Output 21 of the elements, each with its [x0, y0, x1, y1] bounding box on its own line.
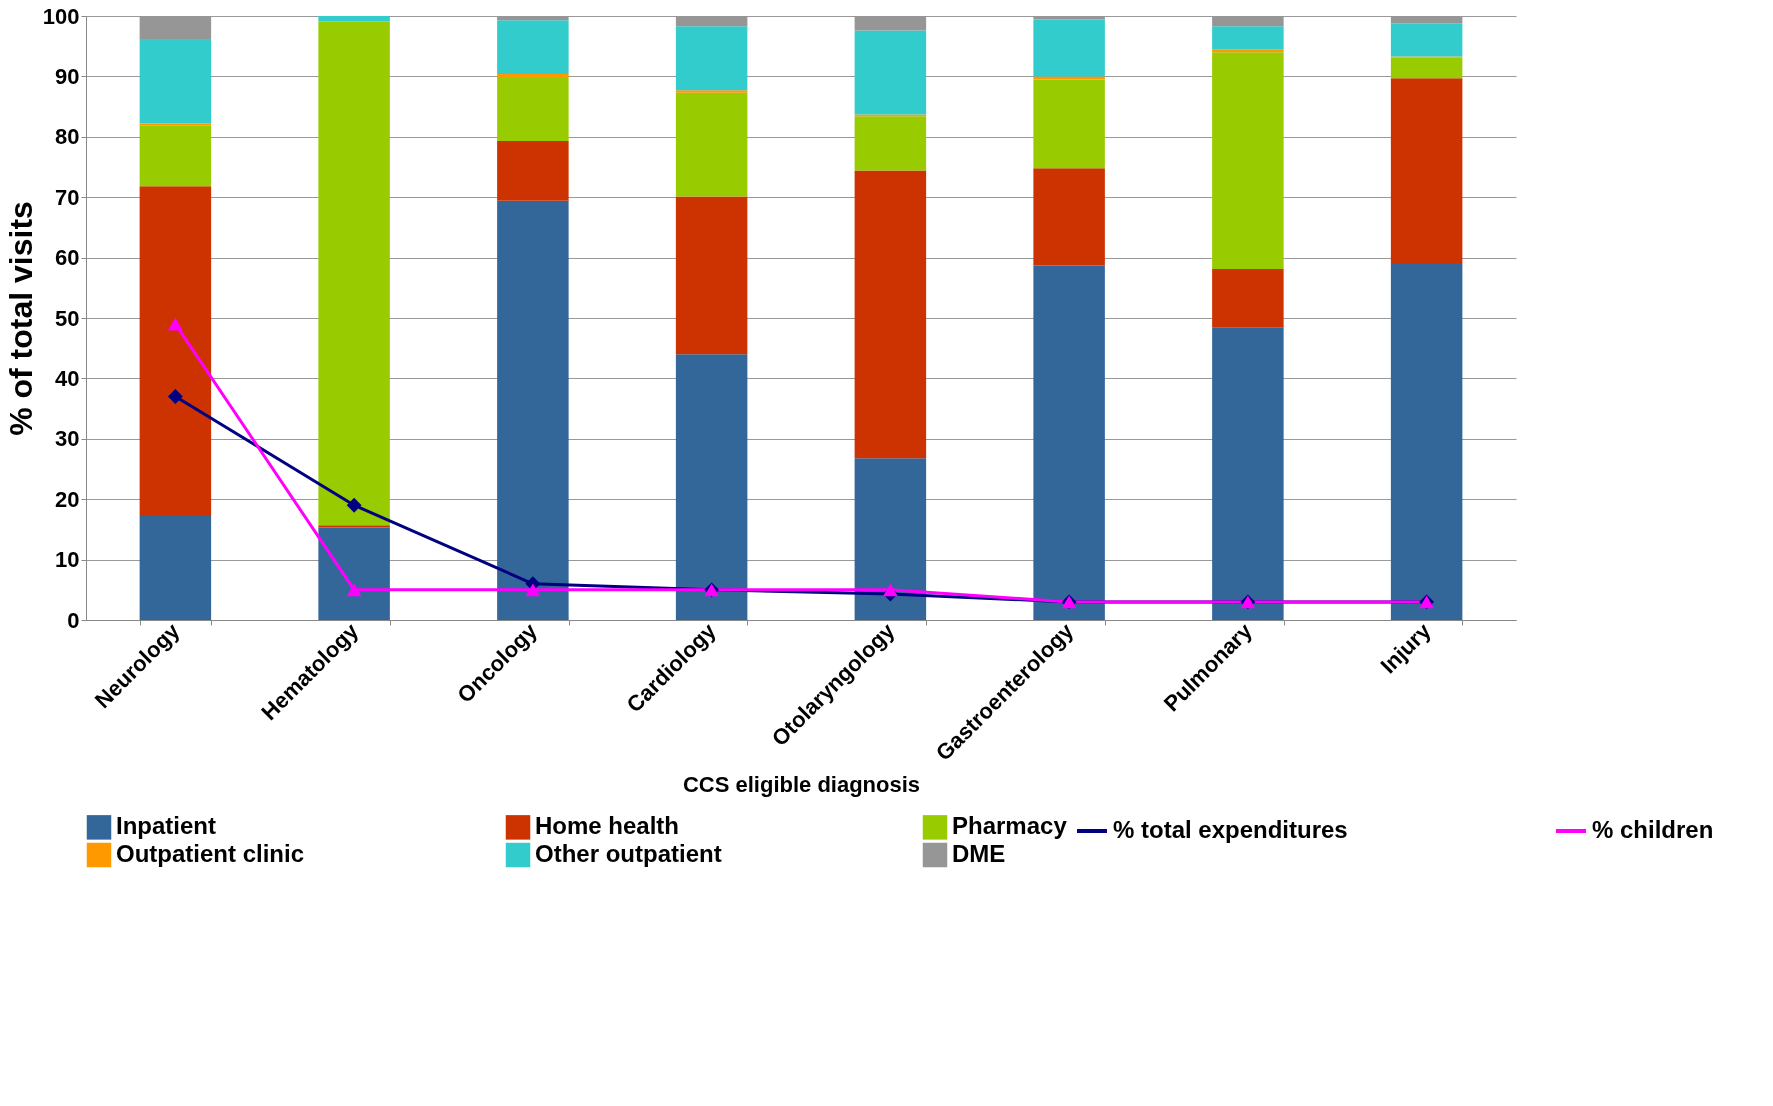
y-tick-label: 40: [55, 365, 80, 391]
y-tick-label: 100: [42, 3, 80, 29]
y-tick-label: 0: [67, 607, 80, 633]
legend-label: Inpatient: [116, 812, 216, 840]
legend-label: Outpatient clinic: [116, 840, 305, 867]
legend-label: Other outpatient: [535, 840, 722, 867]
y-tick-label: 90: [55, 63, 80, 89]
y-tick-label: 50: [55, 305, 80, 331]
legend-label: Pharmacy: [952, 812, 1068, 840]
legend-label: % total expenditures: [1113, 816, 1348, 843]
legend-label: DME: [952, 840, 1006, 867]
y-tick-label: 30: [55, 426, 80, 452]
legend-label: Home health: [535, 812, 680, 840]
y-axis-title: % of total visits: [2, 201, 39, 436]
x-axis-title: CCS eligible diagnosis: [682, 771, 921, 797]
legend-label: % children: [1592, 816, 1714, 843]
y-tick-label: 80: [55, 124, 80, 150]
y-tick-label: 70: [55, 184, 80, 210]
y-tick-label: 20: [55, 486, 80, 512]
y-tick-label: 60: [55, 245, 80, 271]
y-tick-label: 10: [55, 547, 80, 573]
